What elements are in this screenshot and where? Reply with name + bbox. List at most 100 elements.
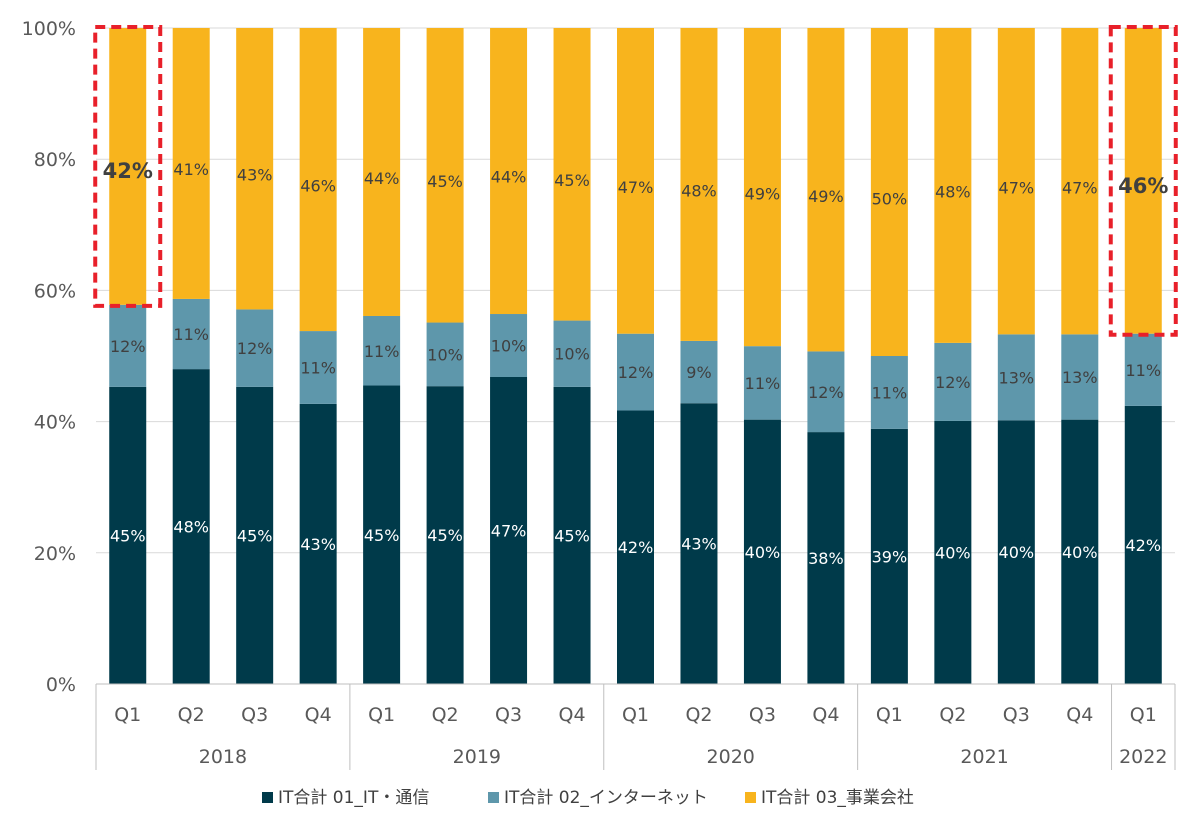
data-label: 48% (173, 518, 209, 537)
data-label: 12% (935, 373, 971, 392)
bar-segment (1124, 333, 1162, 406)
bar-segment (236, 28, 274, 310)
y-axis: 0% 20% 40% 60% 80% 100% (22, 18, 76, 696)
bar-segment (553, 28, 591, 321)
bar-segment (299, 331, 337, 404)
x-group-label: 2021 (960, 746, 1008, 768)
highlight-box (1108, 25, 1178, 337)
data-label: 12% (110, 337, 146, 356)
x-tick-label: Q2 (178, 704, 205, 726)
bar-segment (997, 420, 1035, 684)
y-tick-label: 80% (34, 149, 76, 171)
data-label: 45% (554, 526, 590, 545)
y-tick-label: 20% (34, 543, 76, 565)
data-label: 49% (745, 184, 781, 203)
bar-segment (680, 28, 718, 341)
bar-segment (172, 298, 210, 370)
bar-segment (743, 28, 781, 347)
x-tick-label: Q1 (368, 704, 395, 726)
bar-segment (426, 322, 464, 387)
data-label: 46% (300, 177, 336, 196)
data-label: 43% (681, 535, 717, 554)
data-label: 12% (237, 339, 273, 358)
legend-label: IT合計 03_事業会社 (761, 788, 914, 808)
data-label: 47% (1062, 178, 1098, 197)
bar-segment (807, 432, 845, 684)
x-tick-label: Q4 (559, 704, 586, 726)
bar-segment (934, 28, 972, 343)
data-label: 43% (237, 165, 273, 184)
x-tick-label: Q2 (939, 704, 966, 726)
data-label: 10% (427, 345, 463, 364)
bar-segment (1061, 28, 1099, 335)
bar-segment (363, 28, 401, 316)
data-label: 39% (872, 547, 908, 566)
bar-segment (870, 28, 908, 356)
data-label: 11% (745, 374, 781, 393)
x-tick-label: Q2 (432, 704, 459, 726)
bar-segment (934, 342, 972, 421)
data-label: 10% (491, 337, 527, 356)
legend-label: IT合計 02_インターネット (504, 788, 708, 808)
data-label: 43% (300, 535, 336, 554)
data-label: 49% (808, 187, 844, 206)
data-label: 45% (427, 172, 463, 191)
legend-swatch (745, 792, 756, 803)
bar-segment (870, 428, 908, 684)
x-tick-label: Q1 (622, 704, 649, 726)
bar-segment (236, 386, 274, 684)
data-label: 38% (808, 549, 844, 568)
data-label: 42% (103, 159, 153, 183)
data-label: 11% (300, 358, 336, 377)
bar-segment (109, 386, 147, 684)
bar-segment (299, 403, 337, 684)
x-tick-label: Q4 (1066, 704, 1093, 726)
data-label: 47% (999, 178, 1035, 197)
data-label: 12% (618, 363, 654, 382)
x-tick-label: Q4 (812, 704, 839, 726)
data-label: 45% (110, 526, 146, 545)
data-label: 44% (491, 168, 527, 187)
data-label: 45% (237, 526, 273, 545)
bar-segment (1061, 419, 1099, 684)
legend-swatch (262, 792, 273, 803)
data-label: 40% (935, 543, 971, 562)
x-tick-label: Q2 (685, 704, 712, 726)
x-tick-label: Q1 (876, 704, 903, 726)
y-tick-label: 0% (46, 674, 76, 696)
x-tick-label: Q1 (1130, 704, 1157, 726)
data-label: 40% (745, 543, 781, 562)
bar-segment (617, 410, 654, 684)
x-tick-label: Q1 (114, 704, 141, 726)
y-tick-label: 60% (34, 280, 76, 302)
bar-segment (172, 369, 210, 684)
highlight-box (93, 25, 163, 308)
bar-segment (109, 304, 147, 387)
bar-segment (426, 28, 464, 323)
data-label: 9% (686, 363, 711, 382)
bar-segment (490, 28, 528, 315)
bar-segment (553, 320, 591, 387)
bar-segment (553, 386, 591, 684)
data-label: 11% (872, 383, 908, 402)
bar-segment (997, 334, 1035, 421)
x-axis: Q1 Q2 Q3 Q4 Q1 Q2 Q3 Q4 Q1 Q2 Q3 Q4 Q1 Q2 Q3 Q4 Q1 2018 20… (95, 683, 1176, 770)
bar-segment (426, 386, 464, 684)
data-label: 45% (427, 526, 463, 545)
legend-swatch (488, 792, 499, 803)
x-group-label: 2018 (199, 746, 247, 768)
bar-segment (172, 28, 210, 299)
data-label: 50% (872, 190, 908, 209)
data-label: 11% (1125, 361, 1161, 380)
bar-segment (1061, 334, 1099, 420)
data-label: 10% (554, 345, 590, 364)
bar-segment (1124, 405, 1162, 684)
bar-segment (680, 403, 718, 684)
legend-label: IT合計 01_IT・通信 (278, 788, 429, 808)
data-label: 13% (1062, 368, 1098, 387)
data-label: 45% (364, 526, 400, 545)
data-label: 47% (618, 178, 654, 197)
data-label: 12% (808, 383, 844, 402)
x-tick-label: Q4 (305, 704, 332, 726)
bar-segment (997, 28, 1035, 335)
